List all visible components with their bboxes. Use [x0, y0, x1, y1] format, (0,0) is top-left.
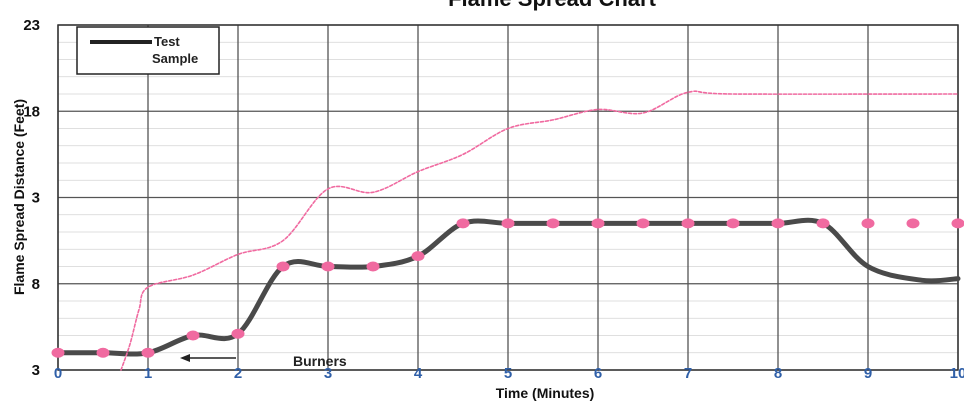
series-line-sample [120, 90, 959, 371]
data-point-marker [141, 347, 155, 358]
x-tick-label: 5 [504, 365, 512, 382]
x-tick-label: 9 [864, 365, 872, 382]
y-tick-label: 8 [32, 276, 40, 293]
legend-box [76, 26, 220, 75]
x-tick-label: 4 [414, 365, 423, 382]
x-tick-label: 8 [774, 365, 782, 382]
x-tick-label: 7 [684, 365, 692, 382]
data-point-marker [276, 261, 290, 272]
legend-test-label: Test [154, 34, 180, 49]
burners-annotation: Burners [180, 353, 347, 369]
data-point-marker [411, 251, 425, 262]
grid-lines [57, 24, 959, 371]
burners-label: Burners [293, 353, 347, 369]
data-point-marker [636, 218, 650, 229]
data-point-marker [366, 261, 380, 272]
data-point-marker [771, 218, 785, 229]
data-point-marker [906, 218, 920, 229]
plot-frame [57, 24, 959, 371]
data-point-marker [51, 347, 65, 358]
data-point-marker [591, 218, 605, 229]
x-tick-label: 3 [324, 365, 332, 382]
data-point-marker [501, 218, 515, 229]
data-point-marker [861, 218, 875, 229]
x-axis-title: Time (Minutes) [496, 385, 595, 401]
data-point-marker [816, 218, 830, 229]
chart-title: Flame Spread Chart [448, 0, 657, 11]
legend-sample-label: Sample [152, 51, 198, 66]
y-tick-label: 3 [32, 190, 40, 207]
legend: Test Sample [76, 26, 220, 75]
data-point-marker [186, 330, 200, 341]
data-point-marker [96, 347, 110, 358]
y-axis-title: Flame Spread Distance (Feet) [11, 99, 27, 295]
burners-arrow-head [180, 354, 190, 362]
data-point-marker [456, 218, 470, 229]
data-point-marker [546, 218, 560, 229]
data-point-marker [231, 328, 245, 339]
data-point-marker [321, 261, 335, 272]
x-tick-label: 2 [234, 365, 242, 382]
y-tick-label: 3 [32, 362, 40, 379]
x-tick-label: 10 [950, 365, 964, 382]
x-tick-label: 6 [594, 365, 602, 382]
x-tick-label: 0 [54, 365, 62, 382]
x-tick-label: 1 [144, 365, 152, 382]
data-point-marker [951, 218, 964, 229]
data-point-marker [681, 218, 695, 229]
y-tick-label: 23 [23, 17, 40, 34]
y-tick-label: 18 [23, 103, 40, 120]
marker-layer [51, 218, 964, 358]
data-point-marker [726, 218, 740, 229]
